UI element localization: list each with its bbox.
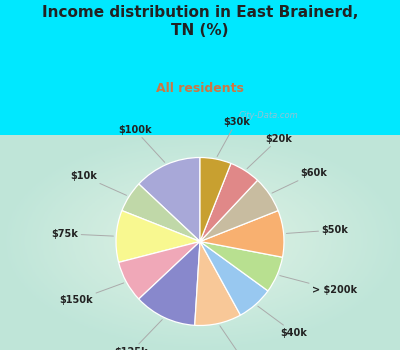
Wedge shape [200, 158, 231, 241]
Wedge shape [200, 163, 258, 242]
Text: $125k: $125k [114, 320, 162, 350]
Text: $200k: $200k [220, 326, 260, 350]
Text: City-Data.com: City-Data.com [239, 111, 299, 120]
Wedge shape [200, 241, 268, 315]
Text: $50k: $50k [286, 225, 348, 235]
Wedge shape [200, 241, 282, 291]
Text: $75k: $75k [52, 229, 113, 239]
Wedge shape [122, 184, 200, 241]
Wedge shape [119, 241, 200, 299]
Wedge shape [195, 241, 240, 326]
Text: $10k: $10k [70, 171, 126, 195]
Text: $100k: $100k [118, 125, 165, 162]
Text: Income distribution in East Brainerd,
TN (%): Income distribution in East Brainerd, TN… [42, 5, 358, 38]
Wedge shape [116, 211, 200, 262]
Wedge shape [200, 211, 284, 257]
Text: $60k: $60k [272, 168, 328, 193]
Text: All residents: All residents [156, 82, 244, 95]
Wedge shape [139, 158, 200, 241]
Text: $20k: $20k [247, 134, 292, 169]
Wedge shape [139, 241, 200, 326]
Text: $150k: $150k [60, 283, 124, 305]
Wedge shape [200, 180, 278, 241]
Text: $30k: $30k [217, 117, 250, 156]
Text: $40k: $40k [258, 306, 308, 338]
Text: > $200k: > $200k [280, 275, 357, 295]
